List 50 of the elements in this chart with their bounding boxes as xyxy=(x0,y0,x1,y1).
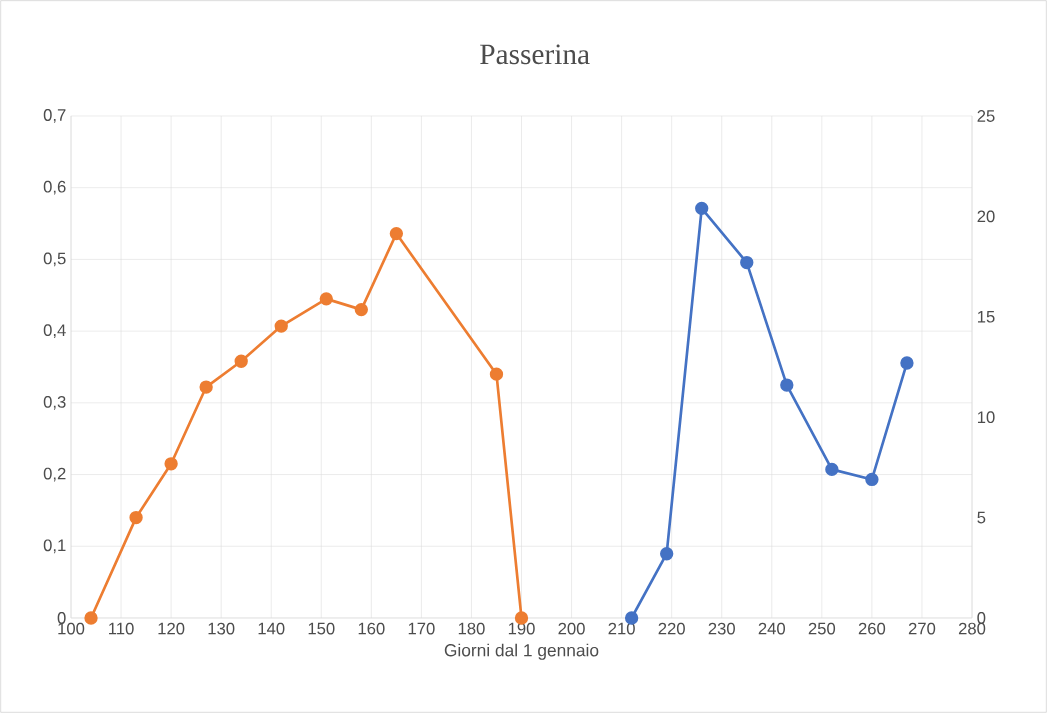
point xyxy=(129,510,143,525)
y-tick-label: 0,1 xyxy=(43,539,66,554)
point xyxy=(740,255,754,270)
x-tick-label: 280 xyxy=(958,622,986,635)
x-tick-label: 150 xyxy=(308,622,335,635)
x-tick-label: 210 xyxy=(608,622,635,635)
y2-tick-label: 20 xyxy=(977,210,995,223)
x-tick-label: 250 xyxy=(808,622,836,635)
y2-tick-label: 25 xyxy=(977,110,995,122)
point xyxy=(780,378,794,392)
x-tick-label: 180 xyxy=(458,622,485,635)
x-tick-label: 270 xyxy=(908,622,936,635)
x-tick-label: 100 xyxy=(58,622,85,635)
point xyxy=(354,302,368,317)
x-tick-label: 160 xyxy=(358,622,385,635)
point xyxy=(164,457,178,471)
y2-tick-label: 5 xyxy=(977,511,986,524)
x-tick-label: 130 xyxy=(208,622,235,635)
y-tick-label: 0,6 xyxy=(43,180,66,195)
y-tick-label: 0,5 xyxy=(43,252,66,267)
chart-title: Passerina xyxy=(480,44,590,65)
x-tick-label: 240 xyxy=(758,622,786,635)
y-tick-label: 0,7 xyxy=(43,109,66,123)
point xyxy=(865,472,879,487)
point xyxy=(389,226,404,241)
point xyxy=(489,367,504,381)
x-tick-label: 110 xyxy=(109,622,134,635)
x-tick-label: 260 xyxy=(858,622,886,635)
point xyxy=(900,356,914,370)
y-tick-label: 0,4 xyxy=(43,324,66,339)
y-tick-label: 0 xyxy=(57,612,66,624)
point xyxy=(660,547,674,561)
x-axis-title: Giorni dal 1 gennaio xyxy=(444,643,599,660)
point xyxy=(825,462,839,477)
point xyxy=(234,354,248,368)
point xyxy=(319,292,333,306)
x-tick-label: 230 xyxy=(708,622,735,635)
point xyxy=(695,201,709,216)
y2-tick-label: 15 xyxy=(978,310,995,323)
x-tick-label: 140 xyxy=(258,622,285,635)
x-tick-label: 200 xyxy=(558,622,585,635)
point xyxy=(274,319,288,333)
point xyxy=(199,380,213,394)
point xyxy=(84,611,98,625)
x-tick-label: 170 xyxy=(408,622,435,635)
y-tick-label: 0,3 xyxy=(43,395,66,410)
x-tick-label: 120 xyxy=(158,622,185,635)
y2-tick-label: 10 xyxy=(978,411,995,424)
x-tick-label: 220 xyxy=(658,622,685,635)
y-tick-label: 0,2 xyxy=(43,467,66,482)
